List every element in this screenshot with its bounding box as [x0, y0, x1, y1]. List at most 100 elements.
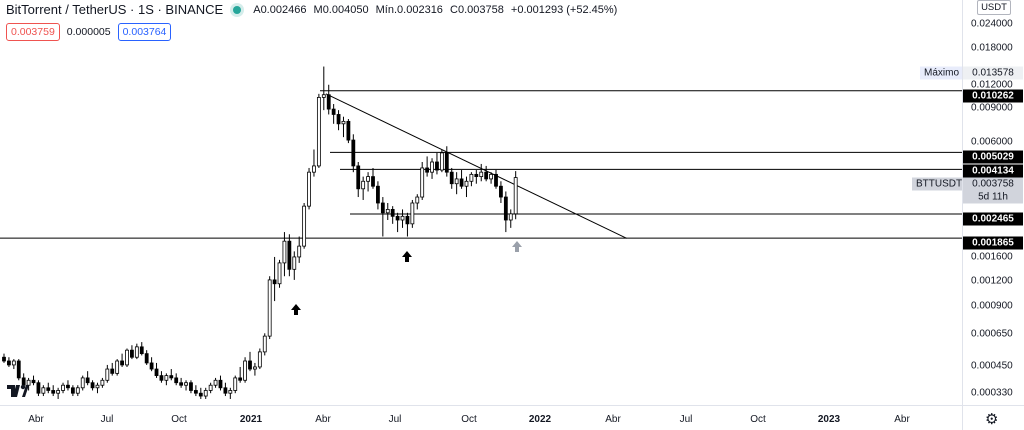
- candle[interactable]: [361, 176, 366, 200]
- candle[interactable]: [272, 256, 277, 302]
- candle[interactable]: [439, 149, 444, 173]
- candle[interactable]: [489, 172, 493, 184]
- candle[interactable]: [459, 170, 464, 189]
- candle[interactable]: [7, 357, 11, 367]
- sell-button[interactable]: 0.003759: [6, 23, 60, 41]
- candle[interactable]: [415, 194, 420, 210]
- candle[interactable]: [189, 380, 193, 394]
- candle[interactable]: [282, 232, 287, 277]
- candle[interactable]: [262, 333, 267, 356]
- candle[interactable]: [371, 167, 375, 189]
- candle[interactable]: [499, 181, 503, 203]
- up-arrow-icon[interactable]: [402, 251, 412, 262]
- resistance-trendline[interactable]: [325, 93, 627, 239]
- candle[interactable]: [110, 362, 115, 376]
- candle[interactable]: [316, 93, 321, 168]
- candle[interactable]: [292, 251, 297, 280]
- candle[interactable]: [312, 149, 316, 177]
- candle[interactable]: [80, 375, 85, 391]
- candle[interactable]: [139, 342, 144, 356]
- candlestick-chart[interactable]: [0, 0, 962, 405]
- candle[interactable]: [223, 382, 228, 397]
- candle[interactable]: [198, 387, 203, 399]
- candle[interactable]: [435, 152, 439, 175]
- candle[interactable]: [134, 343, 139, 360]
- candle[interactable]: [56, 387, 61, 399]
- candle[interactable]: [508, 209, 513, 228]
- candle[interactable]: [479, 163, 484, 182]
- up-arrow-icon[interactable]: [512, 241, 522, 252]
- candle[interactable]: [484, 165, 489, 182]
- candle[interactable]: [184, 380, 188, 391]
- candle[interactable]: [130, 345, 134, 360]
- candle[interactable]: [238, 366, 243, 383]
- candle[interactable]: [208, 382, 213, 394]
- candle[interactable]: [16, 359, 21, 381]
- chart-pane[interactable]: BitTorrent / TetherUS · 1S · BINANCE A0.…: [0, 0, 962, 405]
- buy-button[interactable]: 0.003764: [117, 23, 172, 41]
- candle[interactable]: [297, 236, 302, 263]
- candle[interactable]: [321, 66, 326, 111]
- candle[interactable]: [203, 387, 208, 399]
- candle[interactable]: [85, 371, 90, 386]
- up-arrow-icon[interactable]: [291, 304, 301, 315]
- candle[interactable]: [341, 116, 346, 138]
- candle[interactable]: [464, 176, 469, 198]
- candle[interactable]: [70, 385, 75, 397]
- candle[interactable]: [420, 161, 425, 200]
- symbol-title[interactable]: BitTorrent / TetherUS · 1S · BINANCE: [6, 2, 224, 17]
- candle[interactable]: [430, 158, 434, 179]
- candle[interactable]: [395, 212, 400, 233]
- candle[interactable]: [351, 134, 356, 173]
- candle[interactable]: [228, 387, 233, 399]
- settings-corner[interactable]: ⚙: [962, 405, 1024, 430]
- candle[interactable]: [331, 104, 336, 124]
- candle[interactable]: [302, 203, 307, 249]
- candle[interactable]: [51, 385, 56, 397]
- candle[interactable]: [385, 203, 390, 221]
- candle[interactable]: [326, 84, 331, 115]
- candle[interactable]: [2, 353, 6, 363]
- candle[interactable]: [257, 348, 262, 370]
- candle[interactable]: [425, 156, 430, 177]
- candle[interactable]: [120, 353, 124, 367]
- candle[interactable]: [218, 375, 223, 391]
- candle[interactable]: [253, 362, 257, 376]
- candle[interactable]: [179, 377, 184, 388]
- candle[interactable]: [444, 146, 449, 177]
- candle[interactable]: [36, 380, 41, 397]
- candle[interactable]: [410, 199, 415, 228]
- candle[interactable]: [405, 212, 410, 237]
- candle[interactable]: [164, 373, 169, 386]
- candle[interactable]: [366, 172, 370, 192]
- candle[interactable]: [11, 359, 16, 370]
- candle[interactable]: [469, 172, 474, 187]
- candle[interactable]: [213, 377, 218, 388]
- candle[interactable]: [248, 351, 252, 372]
- gear-icon[interactable]: ⚙: [985, 411, 999, 428]
- candle[interactable]: [75, 385, 80, 397]
- candle[interactable]: [46, 382, 51, 394]
- candle[interactable]: [336, 110, 341, 131]
- candle[interactable]: [66, 380, 70, 391]
- currency-button[interactable]: USDT: [977, 0, 1011, 15]
- candle[interactable]: [277, 259, 282, 288]
- candle[interactable]: [174, 373, 179, 386]
- candle[interactable]: [474, 170, 479, 184]
- candle[interactable]: [125, 348, 129, 367]
- candle[interactable]: [105, 364, 110, 383]
- candle[interactable]: [169, 369, 174, 381]
- candle[interactable]: [376, 181, 380, 210]
- candle[interactable]: [41, 385, 46, 397]
- candle[interactable]: [154, 362, 159, 378]
- candle[interactable]: [287, 234, 292, 277]
- price-axis[interactable]: USDT 0.024000 0.018000 0.012000 0.009000 0.0…: [962, 0, 1024, 405]
- candle[interactable]: [380, 197, 385, 237]
- candle[interactable]: [100, 377, 105, 388]
- candle[interactable]: [61, 382, 65, 394]
- candle[interactable]: [233, 375, 238, 394]
- candle[interactable]: [494, 170, 498, 189]
- candle[interactable]: [95, 382, 100, 394]
- candle[interactable]: [346, 119, 351, 144]
- candle[interactable]: [90, 380, 95, 391]
